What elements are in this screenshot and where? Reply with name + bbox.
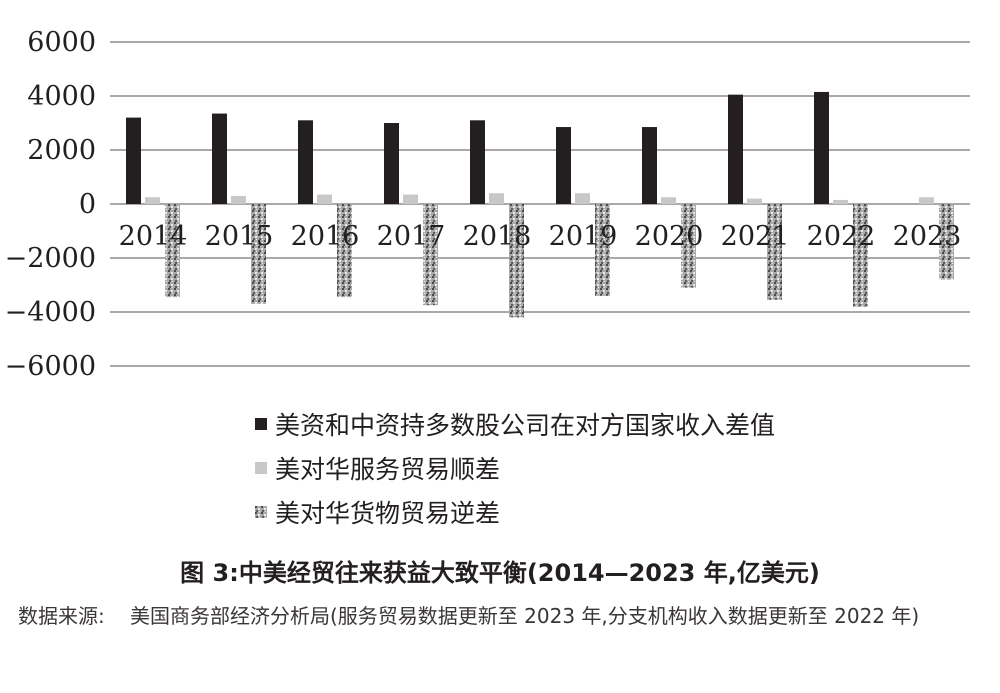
x-tick-label: 2019	[549, 221, 618, 252]
bar-services-surplus	[231, 195, 246, 204]
bar-goods-deficit	[939, 204, 954, 280]
x-tick-label: 2018	[463, 221, 532, 252]
bar-goods-deficit	[165, 204, 180, 298]
x-tick-label: 2023	[893, 221, 962, 252]
legend: 美资和中资持多数股公司在对方国家收入差值 美对华服务贸易顺差 美对华货物贸易逆差	[255, 402, 775, 534]
bar-services-surplus	[145, 197, 160, 204]
y-tick-label: 6000	[27, 27, 96, 58]
y-tick-label: −4000	[5, 297, 96, 328]
source-label: 数据来源:	[18, 604, 105, 628]
bar-income-gap	[126, 117, 141, 204]
legend-swatch-goods-deficit	[255, 506, 267, 518]
y-tick-label: −6000	[5, 351, 96, 380]
bar-income-gap	[814, 91, 829, 204]
x-tick-label: 2014	[119, 221, 188, 252]
bar-services-surplus	[919, 197, 934, 204]
bar-services-surplus	[575, 193, 590, 204]
bar-income-gap	[384, 123, 399, 204]
bar-income-gap	[728, 94, 743, 204]
bar-goods-deficit	[423, 204, 438, 306]
bar-services-surplus	[489, 193, 504, 204]
x-tick-label: 2016	[291, 221, 360, 252]
bar-income-gap	[298, 120, 313, 204]
bar-income-gap	[470, 120, 485, 204]
bar-services-surplus	[833, 199, 848, 204]
legend-label-goods-deficit: 美对华货物贸易逆差	[275, 499, 501, 528]
bars	[126, 91, 954, 318]
x-tick-label: 2021	[721, 221, 790, 252]
data-source-note: 数据来源: 美国商务部经济分析局(服务贸易数据更新至 2023 年,分支机构收入…	[18, 598, 986, 634]
bar-services-surplus	[403, 194, 418, 204]
bar-services-surplus	[661, 197, 676, 204]
bar-goods-deficit	[509, 204, 524, 318]
bar-goods-deficit	[853, 204, 868, 307]
legend-label-services-surplus: 美对华服务贸易顺差	[275, 455, 501, 484]
bar-goods-deficit	[251, 204, 266, 304]
bar-income-gap	[642, 127, 657, 204]
legend-swatch-services-surplus	[255, 462, 267, 474]
bar-services-surplus	[317, 194, 332, 204]
x-tick-label: 2022	[807, 221, 876, 252]
bar-income-gap	[212, 113, 227, 204]
bar-goods-deficit	[767, 204, 782, 300]
y-axis-ticks: 6000 4000 2000 0 −2000 −4000 −6000	[5, 27, 96, 380]
y-tick-label: 0	[79, 189, 96, 220]
x-tick-label: 2017	[377, 221, 446, 252]
legend-item-goods-deficit: 美对华货物贸易逆差	[255, 490, 775, 534]
legend-item-income-gap: 美资和中资持多数股公司在对方国家收入差值	[255, 402, 775, 446]
y-tick-label: 4000	[27, 81, 96, 112]
bar-services-surplus	[747, 198, 762, 204]
y-tick-label: 2000	[27, 135, 96, 166]
bar-income-gap	[556, 127, 571, 204]
source-text: 美国商务部经济分析局(服务贸易数据更新至 2023 年,分支机构收入数据更新至 …	[130, 604, 920, 628]
bar-goods-deficit	[595, 204, 610, 296]
x-tick-label: 2015	[205, 221, 274, 252]
figure-caption: 图 3:中美经贸往来获益大致平衡(2014—2023 年,亿美元)	[180, 559, 820, 587]
x-axis-ticks: 2014 2015 2016 2017 2018 2019 2020 2021 2022 2023	[119, 221, 962, 252]
x-tick-label: 2020	[635, 221, 704, 252]
y-tick-label: −2000	[5, 243, 96, 274]
bar-goods-deficit	[337, 204, 352, 298]
legend-label-income-gap: 美资和中资持多数股公司在对方国家收入差值	[275, 411, 776, 440]
legend-item-services-surplus: 美对华服务贸易顺差	[255, 446, 775, 490]
legend-swatch-income-gap	[255, 418, 267, 430]
bar-goods-deficit	[681, 204, 696, 288]
